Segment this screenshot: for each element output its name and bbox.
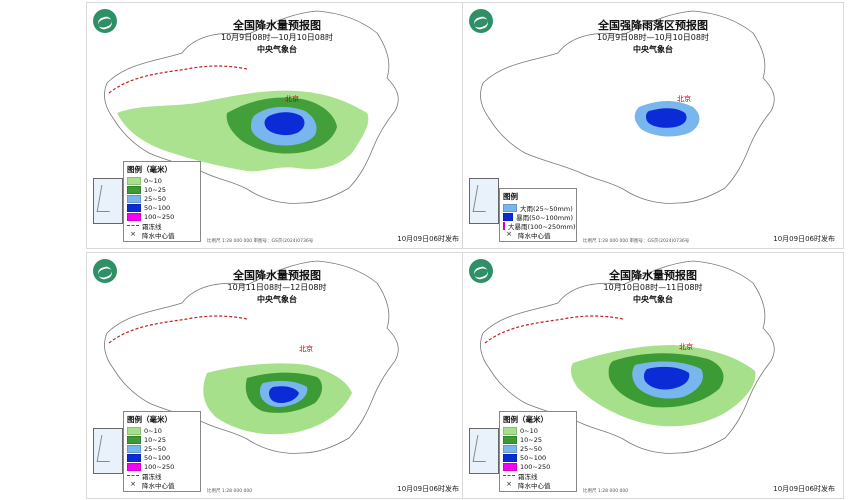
- legend: 图例 大雨(25~50mm) 暴雨(50~100mm) 大暴雨(100~250m…: [499, 188, 577, 242]
- scale-text: 比例尺 1:28 000 000: [583, 489, 629, 494]
- legend-center: × 降水中心值: [506, 480, 551, 490]
- legend-swatch: [127, 444, 141, 453]
- legend-swatch: [503, 203, 517, 212]
- legend-item: 25~50: [503, 444, 573, 453]
- legend: 图例（毫米） 0~10 10~25 25~50 50~100 100~250 霜…: [123, 411, 201, 492]
- legend-item: 100~250: [127, 462, 197, 471]
- issued-time: 10月09日06时发布: [397, 235, 459, 243]
- legend-swatch: [503, 453, 517, 462]
- map-panel-rain-day2: 北京 全国降水量预报图 10月10日08时—11日08时 中央气象台 图例（毫米…: [462, 252, 844, 499]
- legend-swatch: [503, 435, 517, 444]
- beijing-label: 北京: [299, 344, 313, 353]
- legend-item: 50~100: [127, 453, 197, 462]
- cma-logo: [93, 9, 117, 33]
- legend-title: 图例（毫米）: [127, 165, 172, 174]
- legend-swatch: [127, 176, 141, 185]
- legend: 图例（毫米） 0~10 10~25 25~50 50~100 100~250 霜…: [123, 161, 201, 242]
- panel-agency: 中央气象台: [257, 295, 297, 304]
- legend-swatch: [503, 462, 517, 471]
- legend-swatch: [127, 194, 141, 203]
- legend-item: 25~50: [127, 444, 197, 453]
- panel-title: 全国降水量预报图: [609, 269, 697, 282]
- legend-swatch: [503, 426, 517, 435]
- legend-swatch: [503, 444, 517, 453]
- legend-title: 图例: [503, 192, 518, 201]
- legend-swatch: [127, 435, 141, 444]
- legend-item: 50~100: [503, 453, 573, 462]
- legend-frost-line: 霜冻线: [503, 471, 573, 481]
- scale-text: 比例尺 1:28 000 000: [207, 489, 253, 494]
- south-china-sea-inset: [469, 428, 499, 474]
- legend-center: × 降水中心值: [130, 480, 175, 490]
- south-china-sea-inset: [93, 178, 123, 224]
- south-china-sea-inset: [93, 428, 123, 474]
- panel-agency: 中央气象台: [257, 45, 297, 54]
- china-map: 北京: [104, 260, 399, 454]
- map-panel-rain-day1: 北京 全国降水量预报图 10月9日08时—10月10日08时 中央气象台 图例（…: [86, 2, 468, 249]
- panel-period: 10月11日08时—12日08时: [227, 283, 327, 292]
- cma-logo: [469, 9, 493, 33]
- legend-frost-line: 霜冻线: [127, 471, 197, 481]
- legend-title: 图例（毫米）: [503, 415, 548, 424]
- panel-title: 全国降水量预报图: [233, 19, 321, 32]
- legend-center: × 降水中心值: [506, 230, 551, 240]
- legend-item: 10~25: [127, 435, 197, 444]
- legend-swatch: [127, 426, 141, 435]
- panel-agency: 中央气象台: [633, 295, 673, 304]
- legend-swatch: [503, 212, 514, 221]
- beijing-label: 北京: [285, 94, 299, 103]
- legend-swatch: [127, 453, 141, 462]
- beijing-label: 北京: [679, 342, 693, 351]
- legend-swatch: [503, 221, 505, 230]
- legend: 图例（毫米） 0~10 10~25 25~50 50~100 100~250 霜…: [499, 411, 577, 492]
- panel-period: 10月9日08时—10月10日08时: [597, 33, 709, 42]
- panel-agency: 中央气象台: [633, 45, 673, 54]
- legend-center: × 降水中心值: [130, 230, 175, 240]
- panel-period: 10月10日08时—11日08时: [603, 283, 703, 292]
- map-panel-heavy-rain-day1: 北京 全国强降雨落区预报图 10月9日08时—10月10日08时 中央气象台 图…: [462, 2, 844, 249]
- legend-item: 0~10: [127, 176, 197, 185]
- scale-text: 比例尺 1:28 000 000 审图号：GS京(2024)0736号: [583, 239, 690, 244]
- legend-item: 100~250: [503, 462, 573, 471]
- legend-item: 大雨(25~50mm): [503, 203, 573, 213]
- panel-title: 全国降水量预报图: [233, 269, 321, 282]
- china-map: 北京: [480, 260, 775, 454]
- cma-logo: [469, 259, 493, 283]
- legend-item: 25~50: [127, 194, 197, 203]
- scale-text: 比例尺 1:28 000 000 审图号：GS京(2024)0736号: [207, 239, 314, 244]
- legend-swatch: [127, 212, 141, 221]
- beijing-label: 北京: [677, 94, 691, 103]
- panel-period: 10月9日08时—10月10日08时: [221, 33, 333, 42]
- legend-swatch: [127, 462, 141, 471]
- issued-time: 10月09日06时发布: [397, 485, 459, 493]
- south-china-sea-inset: [469, 178, 499, 224]
- china-map: 北京: [480, 10, 775, 204]
- legend-item: 100~250: [127, 212, 197, 221]
- legend-item: 50~100: [127, 203, 197, 212]
- legend-item: 10~25: [127, 185, 197, 194]
- panel-title: 全国强降雨落区预报图: [598, 19, 708, 32]
- china-map: 北京: [104, 10, 399, 204]
- legend-item: 10~25: [503, 435, 573, 444]
- legend-item: 0~10: [127, 426, 197, 435]
- legend-frost-line: 霜冻线: [127, 221, 197, 231]
- map-panel-rain-day3: 北京 全国降水量预报图 10月11日08时—12日08时 中央气象台 图例（毫米…: [86, 252, 468, 499]
- legend-item: 0~10: [503, 426, 573, 435]
- legend-item: 大暴雨(100~250mm): [503, 221, 576, 231]
- issued-time: 10月09日06时发布: [773, 235, 835, 243]
- legend-title: 图例（毫米）: [127, 415, 172, 424]
- legend-item: 暴雨(50~100mm): [503, 212, 573, 222]
- legend-swatch: [127, 203, 141, 212]
- cma-logo: [93, 259, 117, 283]
- issued-time: 10月09日06时发布: [773, 485, 835, 493]
- legend-swatch: [127, 185, 141, 194]
